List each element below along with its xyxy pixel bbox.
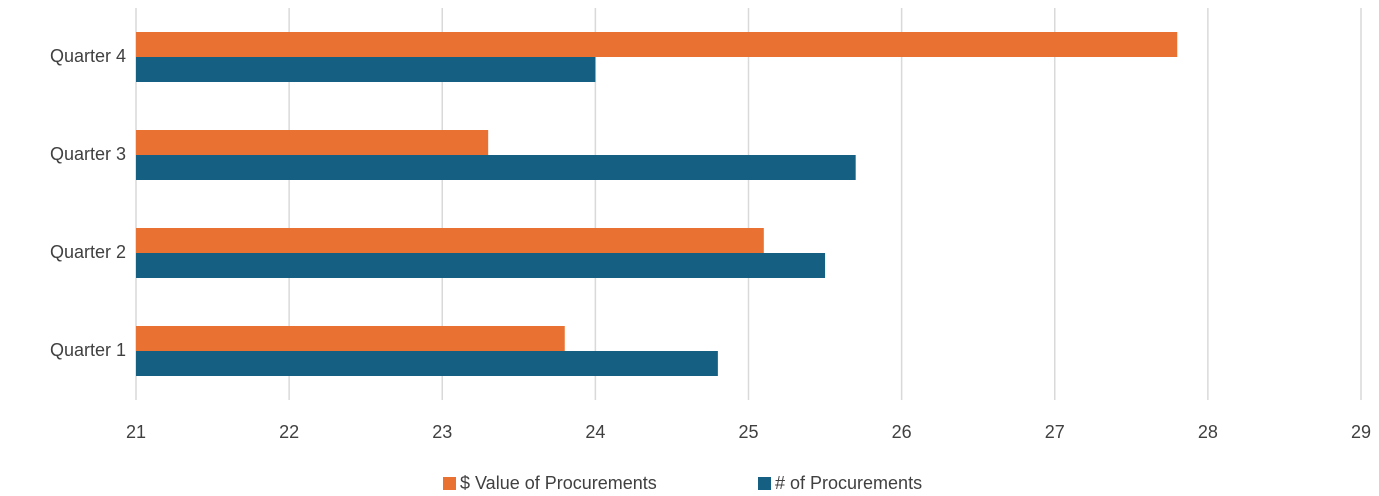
y-tick-label: Quarter 2	[50, 242, 126, 262]
legend-label: # of Procurements	[775, 473, 922, 493]
x-tick-label: 26	[892, 422, 912, 442]
bar	[136, 155, 856, 180]
bar	[136, 351, 718, 376]
x-tick-label: 27	[1045, 422, 1065, 442]
y-tick-label: Quarter 4	[50, 46, 126, 66]
x-tick-label: 29	[1351, 422, 1371, 442]
x-tick-label: 28	[1198, 422, 1218, 442]
x-tick-label: 21	[126, 422, 146, 442]
bar	[136, 130, 489, 155]
legend-swatch	[443, 477, 456, 490]
bar	[136, 32, 1178, 57]
x-tick-label: 23	[432, 422, 452, 442]
legend-label: $ Value of Procurements	[460, 473, 657, 493]
x-tick-label: 24	[585, 422, 605, 442]
x-tick-label: 22	[279, 422, 299, 442]
bar	[136, 228, 764, 253]
bar	[136, 57, 596, 82]
bar	[136, 253, 826, 278]
y-tick-label: Quarter 3	[50, 144, 126, 164]
x-tick-label: 25	[738, 422, 758, 442]
legend-swatch	[758, 477, 771, 490]
y-tick-label: Quarter 1	[50, 340, 126, 360]
bar	[136, 326, 565, 351]
